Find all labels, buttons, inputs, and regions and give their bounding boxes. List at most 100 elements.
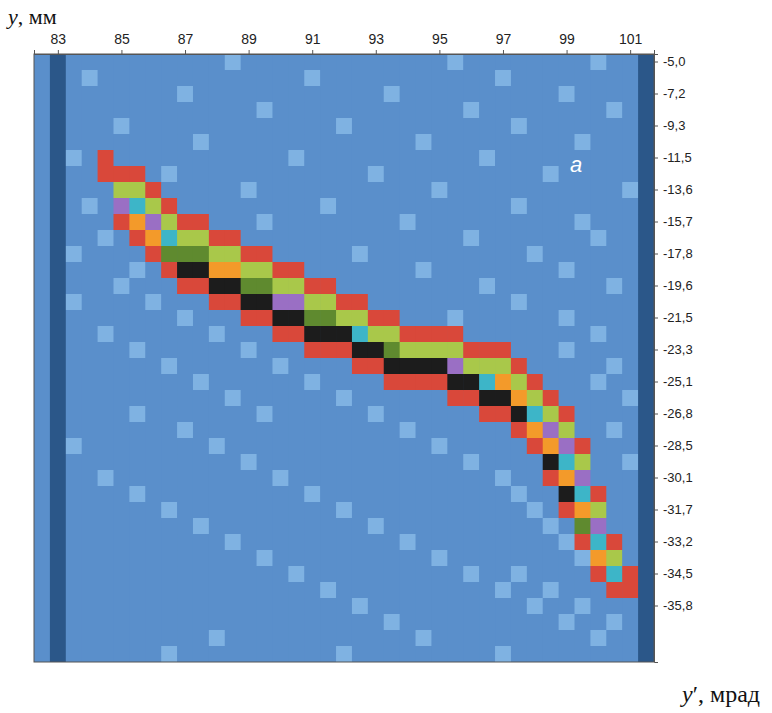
heatmap-cell	[400, 102, 416, 119]
heatmap-cell	[34, 358, 50, 375]
heatmap-cell	[320, 630, 336, 647]
heatmap-cell	[638, 134, 654, 151]
heatmap-cell	[193, 438, 209, 455]
heatmap-cell	[479, 342, 495, 359]
heatmap-cell	[495, 70, 511, 87]
heatmap-cell	[193, 54, 209, 71]
heatmap-cell	[66, 246, 82, 263]
heatmap-cell	[82, 198, 98, 215]
heatmap-cell	[257, 390, 273, 407]
heatmap-cell	[82, 230, 98, 247]
heatmap-cell	[384, 166, 400, 183]
heatmap-cell	[447, 86, 463, 103]
heatmap-cell	[34, 566, 50, 583]
heatmap-cell	[511, 438, 527, 455]
heatmap-cell	[527, 406, 543, 423]
heatmap-cell	[113, 54, 129, 71]
heatmap-cell	[82, 358, 98, 375]
heatmap-cell	[590, 534, 606, 551]
y-tick-label: -17,8	[663, 246, 693, 261]
y-tick: -26,8	[654, 406, 693, 421]
heatmap-cell	[527, 518, 543, 535]
heatmap-cell	[34, 550, 50, 567]
heatmap-cell	[66, 550, 82, 567]
heatmap-cell	[416, 262, 432, 279]
heatmap-cell	[511, 534, 527, 551]
heatmap-cell	[177, 422, 193, 439]
heatmap-cell	[495, 582, 511, 599]
heatmap-cell	[479, 454, 495, 471]
heatmap-cell	[257, 534, 273, 551]
heatmap-cell	[622, 102, 638, 119]
heatmap-cell	[590, 502, 606, 519]
heatmap-cell	[129, 614, 145, 631]
heatmap-cell	[66, 262, 82, 279]
heatmap-cell	[336, 262, 352, 279]
heatmap-cell	[431, 406, 447, 423]
heatmap-cell	[34, 518, 50, 535]
x-tick: 101	[619, 31, 643, 54]
heatmap-cell	[145, 54, 161, 71]
heatmap-cell	[288, 646, 304, 662]
heatmap-cell	[82, 582, 98, 599]
heatmap-cell	[336, 342, 352, 359]
heatmap-cell	[82, 70, 98, 87]
heatmap-cell	[304, 486, 320, 503]
heatmap-cell	[590, 374, 606, 391]
heatmap-cell	[82, 374, 98, 391]
heatmap-cell	[511, 118, 527, 135]
heatmap-cell	[304, 198, 320, 215]
heatmap-cell	[34, 246, 50, 263]
heatmap-cell	[431, 566, 447, 583]
heatmap-cell	[241, 550, 257, 567]
heatmap-cell	[161, 214, 177, 231]
heatmap-cell	[495, 614, 511, 631]
heatmap-cell	[463, 374, 479, 391]
heatmap-cell	[288, 102, 304, 119]
heatmap-cell	[34, 150, 50, 167]
heatmap-cell	[209, 166, 225, 183]
heatmap-cell	[463, 294, 479, 311]
heatmap-cell	[559, 582, 575, 599]
heatmap-cell	[590, 390, 606, 407]
heatmap-cell	[463, 54, 479, 71]
heatmap-cell	[177, 246, 193, 263]
x-tick-mark	[185, 50, 186, 54]
heatmap-cell	[161, 86, 177, 103]
heatmap-cell	[463, 422, 479, 439]
heatmap-cell	[575, 390, 591, 407]
heatmap-cell	[336, 102, 352, 119]
heatmap-cell	[336, 454, 352, 471]
heatmap-cell	[575, 70, 591, 87]
heatmap-cell	[479, 278, 495, 295]
heatmap-cell	[447, 390, 463, 407]
heatmap-cell	[209, 326, 225, 343]
heatmap-cell	[368, 342, 384, 359]
heatmap-cell	[320, 166, 336, 183]
heatmap-cell	[400, 566, 416, 583]
heatmap-cell	[559, 198, 575, 215]
heatmap-cell	[209, 70, 225, 87]
heatmap-cell	[463, 630, 479, 647]
heatmap-cell	[113, 630, 129, 647]
heatmap-cell	[463, 566, 479, 583]
heatmap-cell	[384, 278, 400, 295]
heatmap-cell	[320, 70, 336, 87]
heatmap-cell	[400, 230, 416, 247]
heatmap-cell	[161, 182, 177, 199]
heatmap-cell	[177, 358, 193, 375]
heatmap-cell	[622, 630, 638, 647]
heatmap-cell	[336, 310, 352, 327]
x-tick-mark	[630, 50, 631, 54]
heatmap-cell	[320, 214, 336, 231]
heatmap-cell	[559, 230, 575, 247]
heatmap-cell	[495, 310, 511, 327]
heatmap-cell	[479, 150, 495, 167]
heatmap-cell	[416, 486, 432, 503]
heatmap-cell	[352, 326, 368, 343]
heatmap-cell	[479, 598, 495, 615]
heatmap-cell	[543, 390, 559, 407]
heatmap-cell	[288, 582, 304, 599]
y-tick: -15,7	[654, 214, 693, 229]
heatmap-cell	[66, 150, 82, 167]
